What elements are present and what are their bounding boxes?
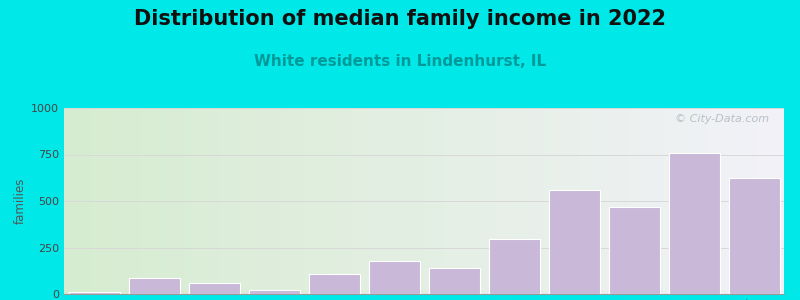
Y-axis label: families: families xyxy=(14,178,27,224)
Bar xyxy=(429,268,479,294)
Bar xyxy=(609,207,659,294)
Bar xyxy=(489,239,539,294)
Text: White residents in Lindenhurst, IL: White residents in Lindenhurst, IL xyxy=(254,54,546,69)
Bar xyxy=(249,290,299,294)
Text: Distribution of median family income in 2022: Distribution of median family income in … xyxy=(134,9,666,29)
Text: © City-Data.com: © City-Data.com xyxy=(675,114,770,124)
Bar xyxy=(669,153,719,294)
Bar xyxy=(729,178,779,294)
Bar xyxy=(549,190,599,294)
Bar xyxy=(69,292,119,294)
Bar xyxy=(309,274,359,294)
Bar xyxy=(189,283,239,294)
Bar xyxy=(129,278,179,294)
Bar xyxy=(369,261,419,294)
